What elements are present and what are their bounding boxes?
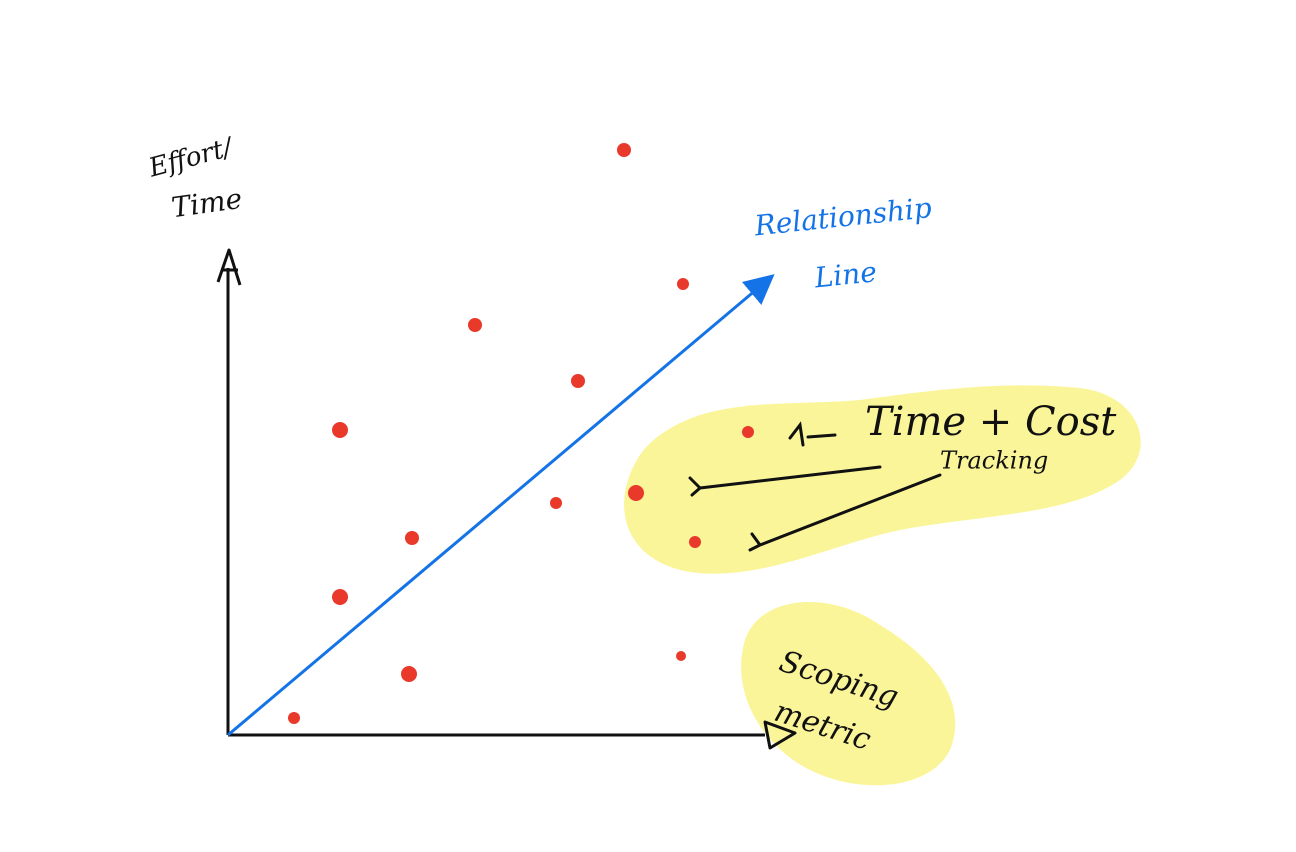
relationship-label: Line (812, 255, 878, 294)
y-axis-label: Effort/ (145, 132, 238, 184)
relationship-line (227, 274, 775, 737)
x-arrowhead (763, 720, 797, 750)
point (332, 422, 348, 438)
point (468, 318, 482, 332)
tracking-note: Time + Cost (865, 399, 1117, 445)
y-arrowhead (216, 248, 242, 286)
point (628, 485, 644, 501)
points (288, 143, 754, 724)
relationship-label: Relationship (752, 191, 933, 243)
point (288, 712, 300, 724)
point (742, 426, 754, 438)
point (332, 589, 348, 605)
point (550, 497, 562, 509)
y-axis-label: Time (169, 182, 244, 225)
point (405, 531, 419, 545)
pointers (688, 421, 942, 552)
point (401, 666, 417, 682)
point (676, 651, 686, 661)
highlight (741, 602, 956, 786)
point (677, 278, 689, 290)
point (689, 536, 701, 548)
point (571, 374, 585, 388)
point (617, 143, 631, 157)
tracking-note: Tracking (940, 447, 1048, 475)
